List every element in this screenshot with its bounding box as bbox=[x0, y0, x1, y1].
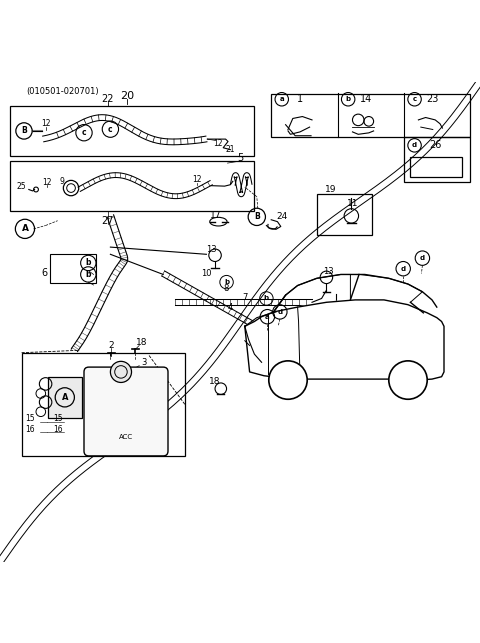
Text: a: a bbox=[265, 314, 270, 320]
Text: (010501-020701): (010501-020701) bbox=[26, 87, 99, 96]
Text: 11: 11 bbox=[347, 199, 359, 208]
Text: ACC: ACC bbox=[119, 433, 133, 440]
Text: A: A bbox=[61, 393, 68, 402]
Text: 4: 4 bbox=[228, 303, 233, 312]
Bar bbox=[10, 105, 254, 156]
Text: 6: 6 bbox=[42, 269, 48, 278]
Text: 26: 26 bbox=[429, 140, 442, 150]
Text: 13: 13 bbox=[206, 245, 216, 254]
Bar bbox=[410, 158, 462, 177]
Text: A: A bbox=[22, 224, 28, 233]
Text: b: b bbox=[264, 296, 269, 302]
FancyBboxPatch shape bbox=[84, 367, 168, 456]
Text: 7: 7 bbox=[242, 293, 248, 302]
Text: d: d bbox=[277, 309, 282, 315]
Text: 15: 15 bbox=[53, 415, 62, 424]
Text: B: B bbox=[254, 212, 260, 221]
Text: d: d bbox=[412, 142, 417, 149]
Text: c: c bbox=[108, 125, 113, 134]
Circle shape bbox=[110, 361, 132, 383]
Bar bbox=[48, 377, 82, 417]
Text: 12: 12 bbox=[42, 178, 51, 187]
Text: 23: 23 bbox=[427, 95, 439, 104]
Text: b: b bbox=[224, 279, 229, 285]
Text: B: B bbox=[21, 127, 27, 136]
Text: 16: 16 bbox=[25, 425, 35, 434]
Text: 19: 19 bbox=[325, 185, 337, 194]
Text: c: c bbox=[82, 128, 86, 137]
Circle shape bbox=[389, 361, 427, 399]
Bar bbox=[317, 194, 372, 235]
Text: 12: 12 bbox=[41, 119, 50, 128]
Text: a: a bbox=[279, 96, 284, 102]
Text: 14: 14 bbox=[360, 95, 372, 104]
Bar bbox=[10, 161, 254, 211]
Text: b: b bbox=[346, 96, 351, 102]
Text: 8: 8 bbox=[223, 284, 228, 293]
Text: 16: 16 bbox=[53, 425, 62, 434]
Text: 22: 22 bbox=[102, 95, 114, 104]
Bar bbox=[50, 254, 96, 283]
Text: 27: 27 bbox=[102, 215, 114, 226]
Text: b: b bbox=[85, 270, 91, 279]
Text: 3: 3 bbox=[141, 358, 147, 367]
Text: d: d bbox=[420, 255, 425, 261]
Text: 15: 15 bbox=[25, 415, 35, 424]
Text: d: d bbox=[401, 266, 406, 272]
Text: 18: 18 bbox=[209, 377, 221, 386]
Text: b: b bbox=[85, 258, 91, 267]
Text: 12: 12 bbox=[214, 140, 223, 149]
Bar bbox=[271, 93, 470, 137]
Text: 21: 21 bbox=[226, 145, 235, 154]
Polygon shape bbox=[245, 300, 444, 380]
Text: 1: 1 bbox=[297, 95, 303, 104]
Text: 25: 25 bbox=[17, 181, 26, 190]
Bar bbox=[404, 137, 470, 183]
Text: 10: 10 bbox=[201, 269, 212, 278]
Text: 5: 5 bbox=[237, 153, 243, 163]
Text: 17: 17 bbox=[210, 212, 222, 221]
Text: 9: 9 bbox=[60, 177, 65, 186]
Text: 20: 20 bbox=[120, 91, 134, 101]
Text: 18: 18 bbox=[136, 338, 147, 347]
Bar bbox=[22, 353, 185, 456]
Text: 13: 13 bbox=[324, 267, 334, 276]
Text: 2: 2 bbox=[108, 341, 114, 350]
Circle shape bbox=[269, 361, 307, 399]
Text: 24: 24 bbox=[276, 212, 288, 221]
Text: 12: 12 bbox=[192, 176, 202, 185]
Text: c: c bbox=[412, 96, 417, 102]
